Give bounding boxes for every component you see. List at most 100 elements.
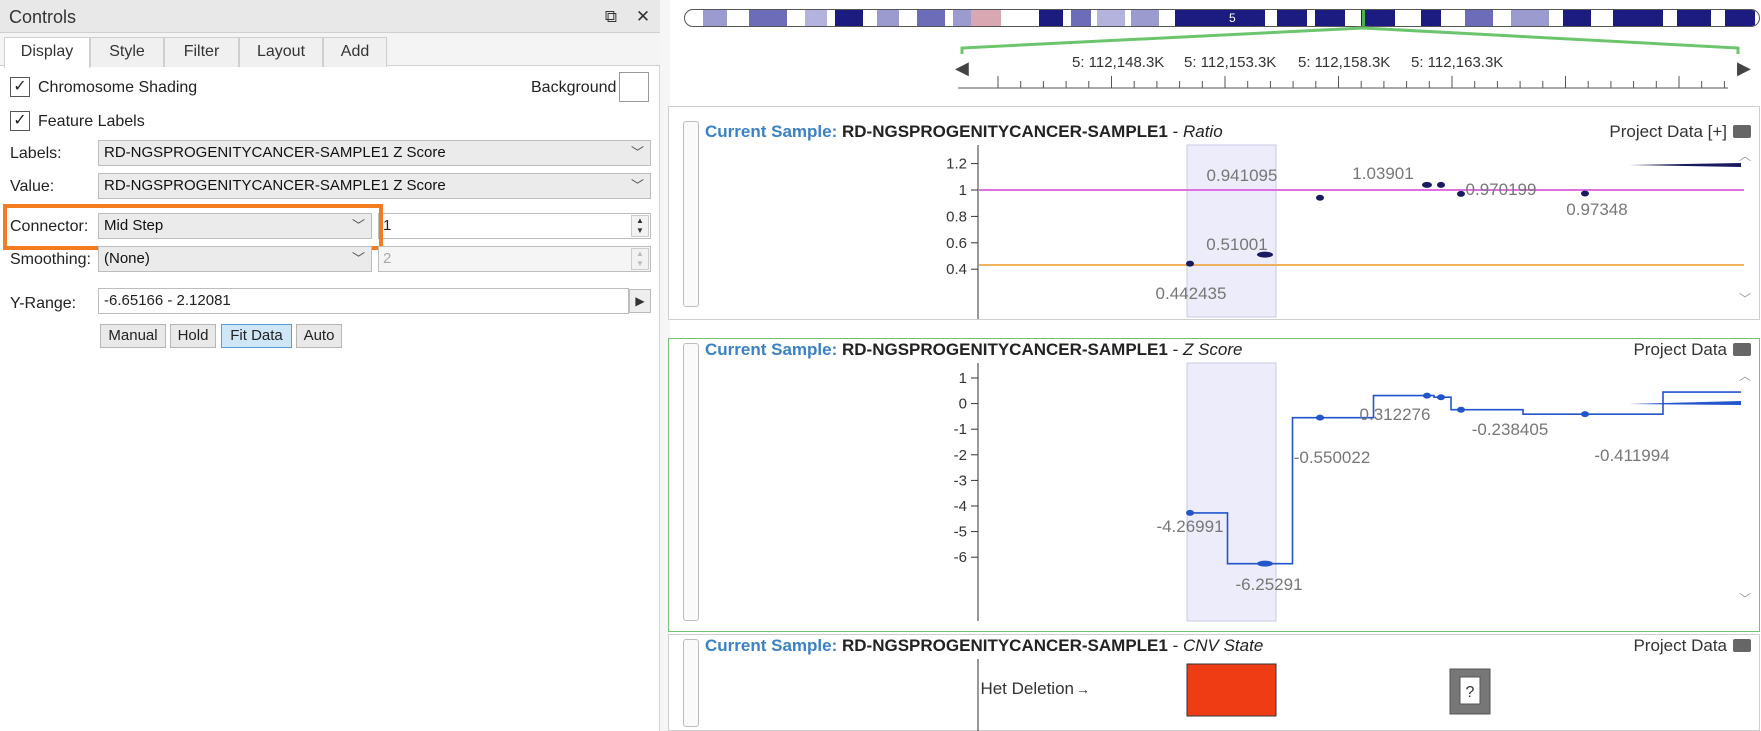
smoothing-dropdown[interactable]: (None) ﹀ <box>98 246 372 272</box>
ruler-label: 5: 112,148.3K <box>1072 54 1165 71</box>
data-point <box>1257 560 1273 567</box>
cnv-plot: Het Deletion → ? <box>977 659 1491 731</box>
fit-data-button[interactable]: Fit Data <box>221 324 292 348</box>
ratio-track[interactable]: Current Sample: RD-NGSPROGENITYCANCER-SA… <box>668 106 1760 320</box>
track-scroll[interactable]: ︿ ﹀ <box>1739 369 1752 606</box>
track-scroll[interactable]: ︿ ﹀ <box>1739 149 1752 306</box>
y-tick-label: -4 <box>954 498 967 515</box>
data-point <box>1581 190 1589 197</box>
zscore-track[interactable]: Current Sample: RD-NGSPROGENITYCANCER-SA… <box>668 338 1760 632</box>
ruler-label: 5: 112,158.3K <box>1298 54 1391 71</box>
y-tick-label: 0 <box>959 396 967 413</box>
controls-header: Controls ⧉ ✕ <box>0 0 660 33</box>
chromosome-shading-checkbox[interactable]: ✓ <box>10 77 30 97</box>
cnv-state-track[interactable]: Current Sample: RD-NGSPROGENITYCANCER-SA… <box>668 634 1760 731</box>
value-label: -4.26991 <box>1156 517 1223 536</box>
folder-icon[interactable] <box>1733 343 1751 356</box>
value-label: 1.03901 <box>1352 164 1413 183</box>
labels-dropdown[interactable]: RD-NGSPROGENITYCANCER-SAMPLE1 Z Score ﹀ <box>98 140 651 166</box>
y-tick-label: 0.8 <box>946 208 967 225</box>
feature-labels-label: Feature Labels <box>38 113 145 130</box>
track-drag-handle[interactable] <box>683 121 699 307</box>
data-point <box>1457 190 1465 197</box>
het-deletion-segment[interactable] <box>1186 663 1277 717</box>
track-drag-handle[interactable] <box>683 343 699 621</box>
connector-dropdown-value: Mid Step <box>104 217 164 234</box>
scroll-left-icon[interactable]: ◀ <box>955 58 969 78</box>
value-label: 0.97348 <box>1566 200 1627 219</box>
tab-display[interactable]: Display <box>4 37 90 68</box>
data-point <box>1186 260 1194 267</box>
y-tick-label: 0.4 <box>946 261 967 278</box>
value-label: -0.238405 <box>1472 420 1549 439</box>
controls-panel: Controls ⧉ ✕ Display Style Filter Layout… <box>0 0 660 731</box>
play-arrow-icon[interactable]: ▶ <box>629 289 651 313</box>
smoothing-spinbox: 2 ▲ ▼ <box>378 246 651 272</box>
chromosome-label: 5 <box>1229 11 1236 25</box>
het-deletion-label: Het Deletion <box>980 679 1074 698</box>
background-label: Background <box>531 79 617 96</box>
chromosome-ideogram[interactable]: 5 <box>684 9 1760 27</box>
float-window-icon[interactable]: ⧉ <box>604 7 618 26</box>
spin-arrows-icon: ▲ ▼ <box>631 248 649 270</box>
auto-button[interactable]: Auto <box>296 324 342 348</box>
project-data-link[interactable]: Project Data [+] <box>1609 122 1751 142</box>
y-tick-label: 1.2 <box>946 156 967 173</box>
project-data-link[interactable]: Project Data <box>1633 636 1751 656</box>
y-tick-label: 0.6 <box>946 235 967 252</box>
track-drag-handle[interactable] <box>683 639 699 727</box>
folder-icon[interactable] <box>1733 639 1751 652</box>
data-point <box>1437 181 1445 188</box>
tab-add[interactable]: Add <box>323 37 387 67</box>
connector-spinbox[interactable]: 1 ▲ ▼ <box>378 213 651 239</box>
tab-filter[interactable]: Filter <box>164 37 239 67</box>
chevron-down-icon: ﹀ <box>630 178 644 193</box>
zscore-step-line <box>1190 391 1741 565</box>
value-dropdown[interactable]: RD-NGSPROGENITYCANCER-SAMPLE1 Z Score ﹀ <box>98 173 651 199</box>
ruler-label: 5: 112,153.3K <box>1184 54 1277 71</box>
current-sample-prefix: Current Sample: <box>705 340 838 359</box>
ideogram-position-marker[interactable] <box>1362 10 1365 26</box>
feature-labels-checkbox[interactable]: ✓ <box>10 111 30 131</box>
sample-name: RD-NGSPROGENITYCANCER-SAMPLE1 <box>841 636 1168 655</box>
track-type: CNV State <box>1182 636 1264 655</box>
track-title: Current Sample: RD-NGSPROGENITYCANCER-SA… <box>705 340 1243 359</box>
value-label: 0.442435 <box>1156 284 1227 303</box>
connector-field-label: Connector: <box>10 218 89 235</box>
panel-splitter[interactable] <box>660 0 670 731</box>
hold-button[interactable]: Hold <box>170 324 216 348</box>
close-icon[interactable]: ✕ <box>635 7 651 26</box>
data-point <box>1257 251 1273 258</box>
ruler-label: 5: 112,163.3K <box>1411 54 1504 71</box>
background-color-swatch[interactable] <box>619 72 649 102</box>
data-point <box>1581 411 1589 418</box>
data-point <box>1629 401 1741 405</box>
value-label: 0.970199 <box>1466 180 1537 199</box>
yrange-field-label: Y-Range: <box>10 295 77 312</box>
data-point <box>1423 392 1431 399</box>
y-tick-label: -2 <box>954 447 967 464</box>
track-type: Z Score <box>1182 340 1243 359</box>
scroll-right-icon[interactable]: ▶ <box>1737 58 1751 78</box>
project-data-link[interactable]: Project Data <box>1633 340 1751 360</box>
current-sample-prefix: Current Sample: <box>705 636 838 655</box>
spin-arrows-icon[interactable]: ▲ ▼ <box>631 215 649 237</box>
y-tick-label: -1 <box>954 421 967 438</box>
folder-icon[interactable] <box>1733 125 1751 138</box>
tab-style[interactable]: Style <box>90 37 164 67</box>
current-sample-prefix: Current Sample: <box>705 122 838 141</box>
data-point <box>1629 163 1741 167</box>
connector-dropdown[interactable]: Mid Step ﹀ <box>98 213 372 239</box>
smoothing-spin-value: 2 <box>383 250 392 267</box>
tab-bar: Display Style Filter Layout Add <box>0 33 660 68</box>
yrange-input[interactable]: -6.65166 - 2.12081 <box>98 288 629 314</box>
manual-button[interactable]: Manual <box>100 324 166 348</box>
y-tick-label: 1 <box>959 370 967 387</box>
data-point <box>1437 394 1445 401</box>
chevron-down-icon: ﹀ <box>630 145 644 160</box>
data-point <box>1457 406 1465 413</box>
ratio-plot: 1.210.80.60.4 0.941095 1.03901 0.970199 … <box>946 144 1744 319</box>
smoothing-dropdown-value: (None) <box>104 250 150 267</box>
tab-layout[interactable]: Layout <box>239 37 323 67</box>
zscore-plot: 1 0 -1 -2 -3 -4 -5 -6 -4.26991 -6.25291 -0.5500… <box>954 362 1741 622</box>
